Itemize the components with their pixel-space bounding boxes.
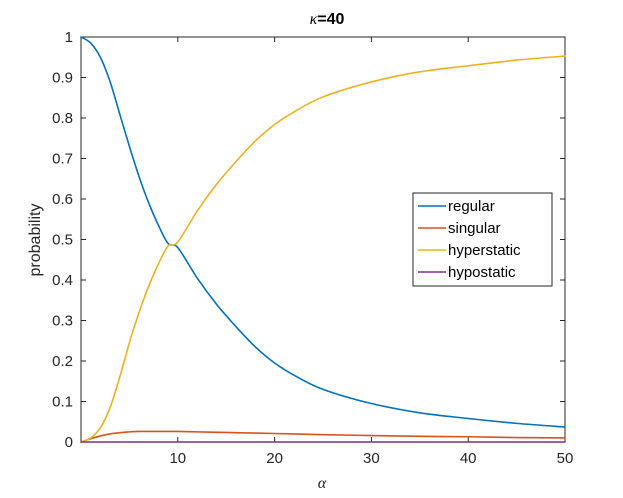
x-tick-label: 30 [363,450,380,467]
y-tick-label: 0.1 [52,394,73,411]
y-axis-label: probability [27,204,44,277]
x-tick-label: 40 [460,450,477,467]
series-line-hyperstatic [80,55,566,443]
legend: regular singular hyperstatic hypostatic [412,192,553,287]
x-tick-label: 20 [266,450,283,467]
legend-box [412,192,553,287]
y-tick-label: 0.8 [52,110,73,127]
series-line-singular [80,430,566,443]
y-tick-label: 0.7 [52,151,73,168]
y-tick-label: 0.6 [52,191,73,208]
chart-title: κ=40 [310,11,345,28]
y-tick-label: 0.3 [52,313,73,330]
legend-label-hypostatic: hypostatic [448,264,516,281]
y-tick-label: 0.9 [52,70,73,87]
y-tick-label: 0.2 [52,353,73,370]
y-tick-label: 0 [65,434,73,451]
x-tick-label: 10 [169,450,186,467]
legend-label-regular: regular [448,198,495,215]
legend-label-singular: singular [448,220,501,237]
legend-label-hyperstatic: hyperstatic [448,242,521,259]
y-tick-label: 0.4 [52,272,73,289]
series-line-regular [80,36,566,428]
plot-area: 0 0.1 0.2 0.3 0.4 0.5 0.6 0.7 0.8 0.9 1 10 20 30 40 50 [52,29,573,467]
y-tick-label: 1 [65,29,73,46]
y-tick-label: 0.5 [52,232,73,249]
title-symbol: κ [310,11,318,28]
x-tick-label: 50 [557,450,574,467]
x-axis-label: α [318,475,327,492]
title-value: =40 [317,11,344,28]
